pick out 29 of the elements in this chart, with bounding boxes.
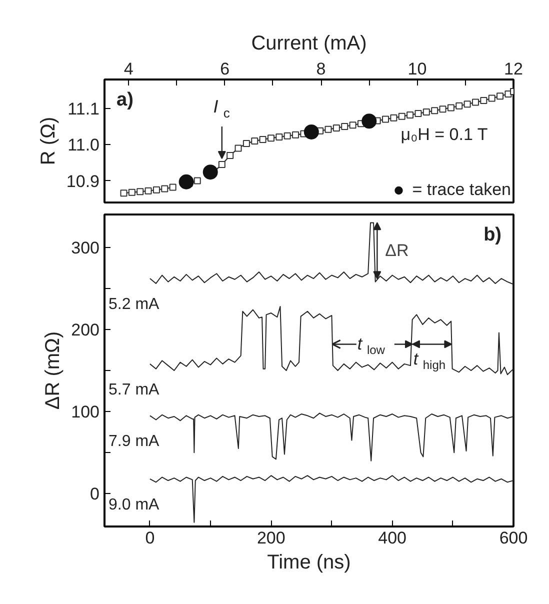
- text: b): [484, 224, 502, 246]
- text: a): [116, 90, 134, 110]
- y-tick-label: 0: [90, 484, 100, 504]
- y-tick-label: 11.0: [68, 136, 100, 155]
- y-tick-label: 200: [71, 320, 100, 340]
- series-label: 9.0 mA: [108, 496, 160, 514]
- y-tick-label: 100: [71, 402, 100, 422]
- x-tick-label: 12: [504, 60, 523, 78]
- x-tick-label: 0: [145, 528, 155, 548]
- x-tick-label: 200: [256, 528, 286, 548]
- legend-label: = trace taken: [412, 180, 511, 200]
- x-tick-label: 6: [220, 60, 230, 78]
- y-axis-title: R (Ω): [37, 116, 60, 166]
- series-label: 7.9 mA: [108, 433, 160, 450]
- x-tick-label: 4: [124, 60, 134, 78]
- y-tick-label: 300: [71, 238, 100, 258]
- x-tick-label: 600: [499, 528, 528, 548]
- x-tick-label: 10: [408, 60, 427, 78]
- annotation: μ₀H = 0.1 T: [400, 125, 488, 144]
- x-tick-label: 400: [378, 528, 407, 548]
- annotation: ΔR: [385, 241, 409, 260]
- y-tick-label: 11.1: [68, 99, 100, 118]
- y-tick-label: 10.9: [66, 172, 100, 191]
- x-tick-label: 8: [316, 60, 326, 78]
- series-label: 5.2 mA: [108, 296, 160, 314]
- x-axis-title: Time (ns): [267, 552, 351, 574]
- x-axis-title: Current (mA): [251, 32, 367, 54]
- y-axis-title: ΔR (mΩ): [42, 331, 64, 410]
- series-label: 5.7 mA: [108, 381, 160, 398]
